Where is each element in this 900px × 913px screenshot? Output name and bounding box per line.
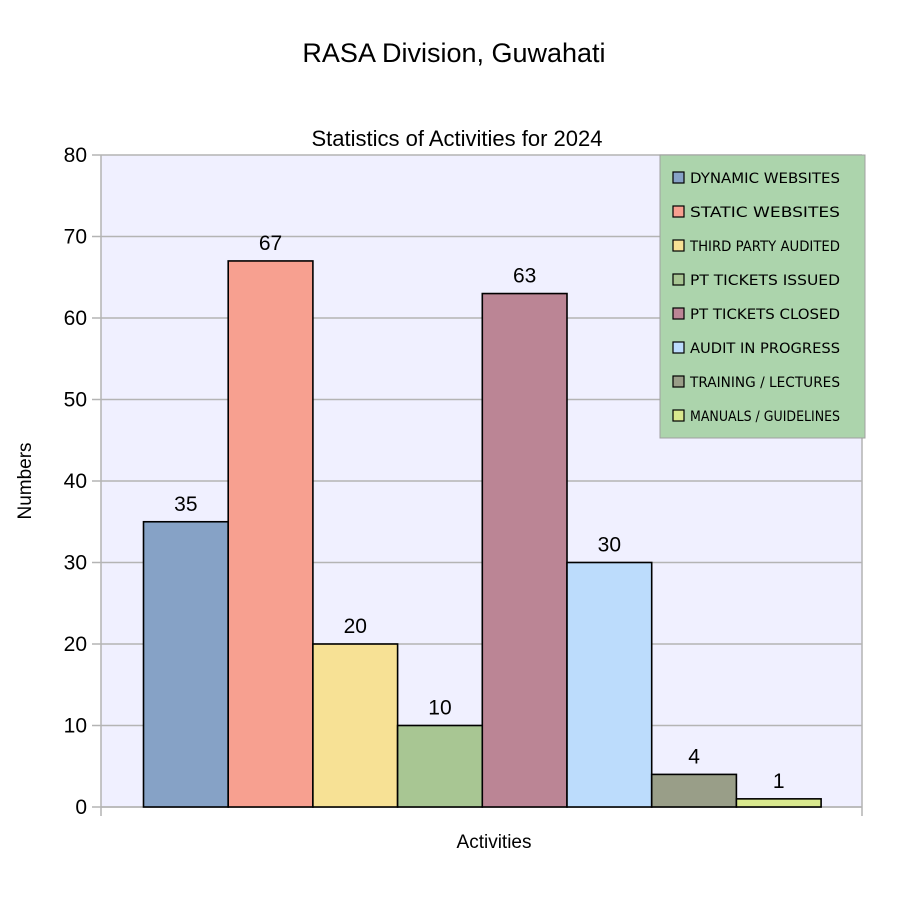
legend-box — [659, 154, 866, 439]
data-label: 35 — [174, 493, 197, 516]
bars — [142, 260, 822, 808]
data-labels: 35 67 20 10 63 30 4 1 — [174, 232, 784, 793]
y-tick-label: 20 — [64, 633, 87, 656]
y-tick-label: 40 — [64, 470, 87, 493]
bar — [142, 520, 229, 808]
bar — [312, 643, 399, 808]
bar — [481, 292, 568, 808]
legend-label: STATIC WEBSITES — [690, 205, 840, 221]
legend-swatch — [672, 205, 685, 218]
legend-swatch — [672, 171, 685, 184]
data-label: 63 — [513, 265, 536, 288]
legend-swatch — [672, 239, 685, 252]
y-tick-label: 30 — [64, 552, 87, 575]
y-axis: 0 10 20 30 40 50 60 70 80 — [64, 144, 863, 819]
x-axis-label: Activities — [457, 832, 532, 853]
page-title: RASA Division, Guwahati — [302, 38, 605, 68]
legend-label: TRAINING / LECTURES — [689, 375, 840, 391]
legend-label: MANUALS / GUIDELINES — [690, 409, 840, 425]
legend-label: DYNAMIC WEBSITES — [690, 171, 840, 187]
bar — [396, 724, 484, 808]
bar — [566, 561, 653, 808]
data-label: 10 — [428, 697, 451, 720]
legend-swatch — [672, 307, 685, 320]
y-tick-label: 0 — [75, 796, 87, 819]
y-tick-label: 60 — [64, 307, 87, 330]
bar — [735, 798, 822, 808]
data-label: 1 — [773, 770, 785, 793]
bar — [650, 773, 738, 808]
legend-swatch — [672, 273, 685, 286]
y-tick-label: 50 — [64, 389, 87, 412]
y-axis-label: Numbers — [15, 442, 36, 519]
y-tick-label: 10 — [64, 715, 87, 738]
legend-label: THIRD PARTY AUDITED — [689, 239, 840, 255]
legend-swatch — [672, 341, 685, 354]
legend: DYNAMIC WEBSITES STATIC WEBSITES THIRD PAR… — [659, 154, 866, 439]
y-tick-label: 70 — [64, 226, 87, 249]
data-label: 30 — [598, 534, 621, 557]
legend-swatch — [672, 409, 685, 422]
legend-label: PT TICKETS ISSUED — [690, 273, 840, 289]
data-label: 67 — [259, 232, 282, 255]
data-label: 4 — [688, 745, 700, 768]
legend-swatch — [672, 375, 685, 388]
legend-label: AUDIT IN PROGRESS — [690, 341, 840, 357]
bar — [227, 260, 314, 808]
chart-title: Statistics of Activities for 2024 — [311, 126, 602, 151]
legend-label: PT TICKETS CLOSED — [690, 307, 840, 323]
y-tick-label: 80 — [64, 144, 87, 167]
data-label: 20 — [344, 615, 367, 638]
